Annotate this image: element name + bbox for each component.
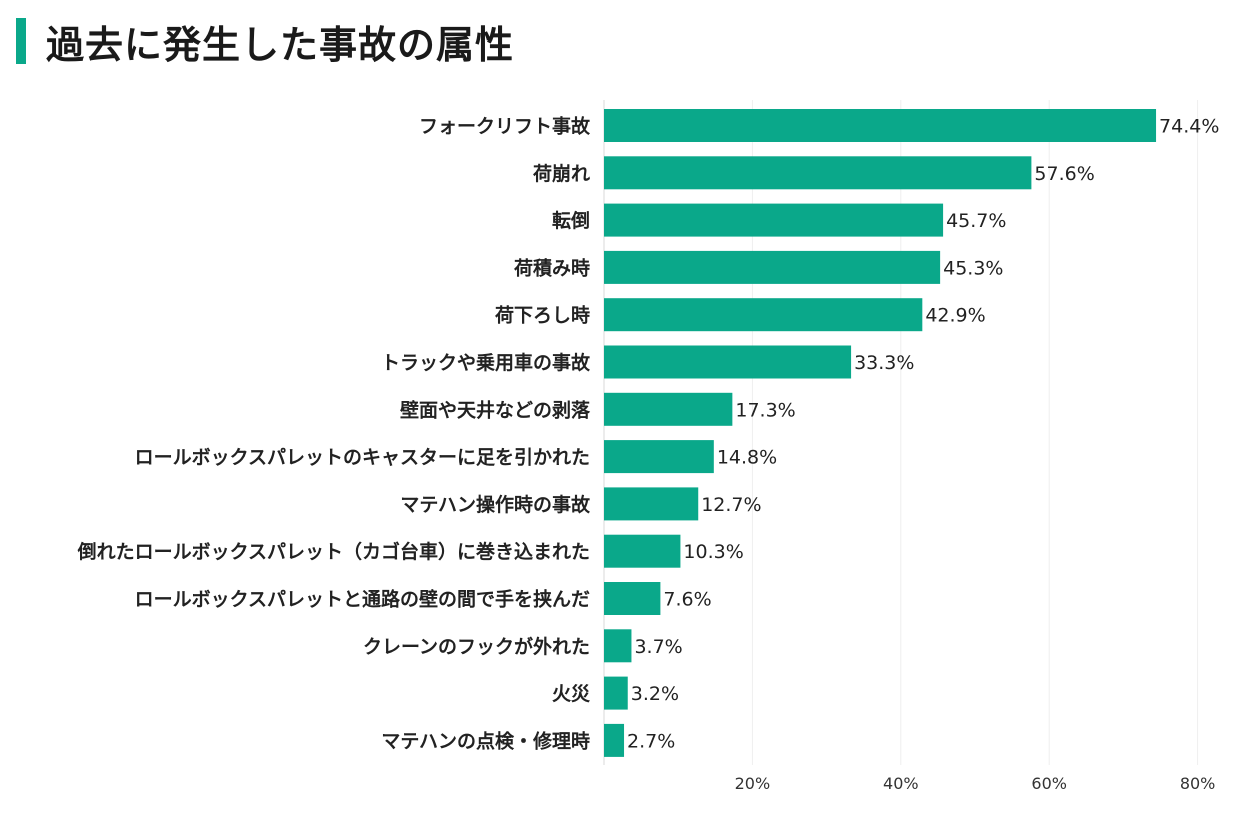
- value-label: 3.7%: [634, 636, 682, 658]
- x-tick-label: 20%: [735, 774, 771, 793]
- category-label: クレーンのフックが外れた: [363, 635, 590, 658]
- value-label: 74.4%: [1159, 116, 1219, 138]
- category-label: 荷崩れ: [533, 162, 590, 185]
- category-label: 火災: [552, 683, 591, 705]
- grid-lines: [603, 100, 1199, 765]
- category-label: トラックや乗用車の事故: [381, 351, 591, 374]
- category-label: ロールボックスパレットのキャスターに足を引かれた: [135, 447, 590, 469]
- bar: [604, 156, 1032, 190]
- category-label: 倒れたロールボックスパレット（カゴ台車）に巻き込まれた: [77, 540, 590, 563]
- x-tick-label: 80%: [1180, 774, 1216, 793]
- value-label: 45.7%: [946, 210, 1006, 232]
- bar: [604, 345, 852, 379]
- bar: [604, 629, 632, 663]
- bar: [604, 582, 661, 615]
- bar: [604, 203, 944, 237]
- value-label: 14.8%: [717, 447, 777, 469]
- title-accent-bar: [16, 18, 26, 64]
- value-label: 57.6%: [1034, 163, 1094, 185]
- bar: [604, 534, 681, 568]
- title-block: 過去に発生した事故の属性: [16, 18, 514, 67]
- category-label: 荷下ろし時: [495, 304, 590, 327]
- category-label: 壁面や天井などの剥落: [400, 398, 591, 421]
- labels: フォークリフト事故 74.4% 荷崩れ 57.6% 転倒 45.7% 荷積み時 45.3% 荷下…: [77, 115, 1220, 753]
- value-label: 42.9%: [925, 305, 985, 327]
- category-label: フォークリフト事故: [419, 115, 591, 138]
- value-label: 12.7%: [701, 494, 761, 516]
- value-label: 3.2%: [631, 683, 679, 705]
- bar: [604, 723, 625, 757]
- category-label: マテハン操作時の事故: [400, 493, 591, 516]
- value-label: 2.7%: [627, 730, 675, 752]
- category-label: 転倒: [552, 209, 590, 232]
- x-tick-label: 60%: [1031, 774, 1067, 793]
- category-label: 荷積み時: [514, 256, 590, 279]
- bar: [604, 109, 1157, 142]
- chart-title: 過去に発生した事故の属性: [46, 22, 515, 67]
- x-axis-ticks: 20% 40% 60% 80%: [735, 774, 1216, 793]
- bar: [604, 487, 699, 521]
- category-label: ロールボックスパレットと通路の壁の間で手を挟んだ: [135, 588, 590, 611]
- value-label: 7.6%: [663, 589, 711, 611]
- bar: [604, 440, 714, 474]
- bar: [604, 676, 628, 710]
- x-tick-label: 40%: [883, 774, 919, 793]
- value-label: 45.3%: [943, 257, 1003, 279]
- value-label: 10.3%: [683, 541, 743, 563]
- value-label: 17.3%: [735, 399, 795, 421]
- bars: [604, 109, 1157, 757]
- bar: [604, 392, 733, 426]
- category-label: マテハンの点検・修理時: [381, 729, 590, 752]
- bar: [604, 298, 923, 332]
- bar: [604, 250, 941, 284]
- value-label: 33.3%: [854, 352, 914, 374]
